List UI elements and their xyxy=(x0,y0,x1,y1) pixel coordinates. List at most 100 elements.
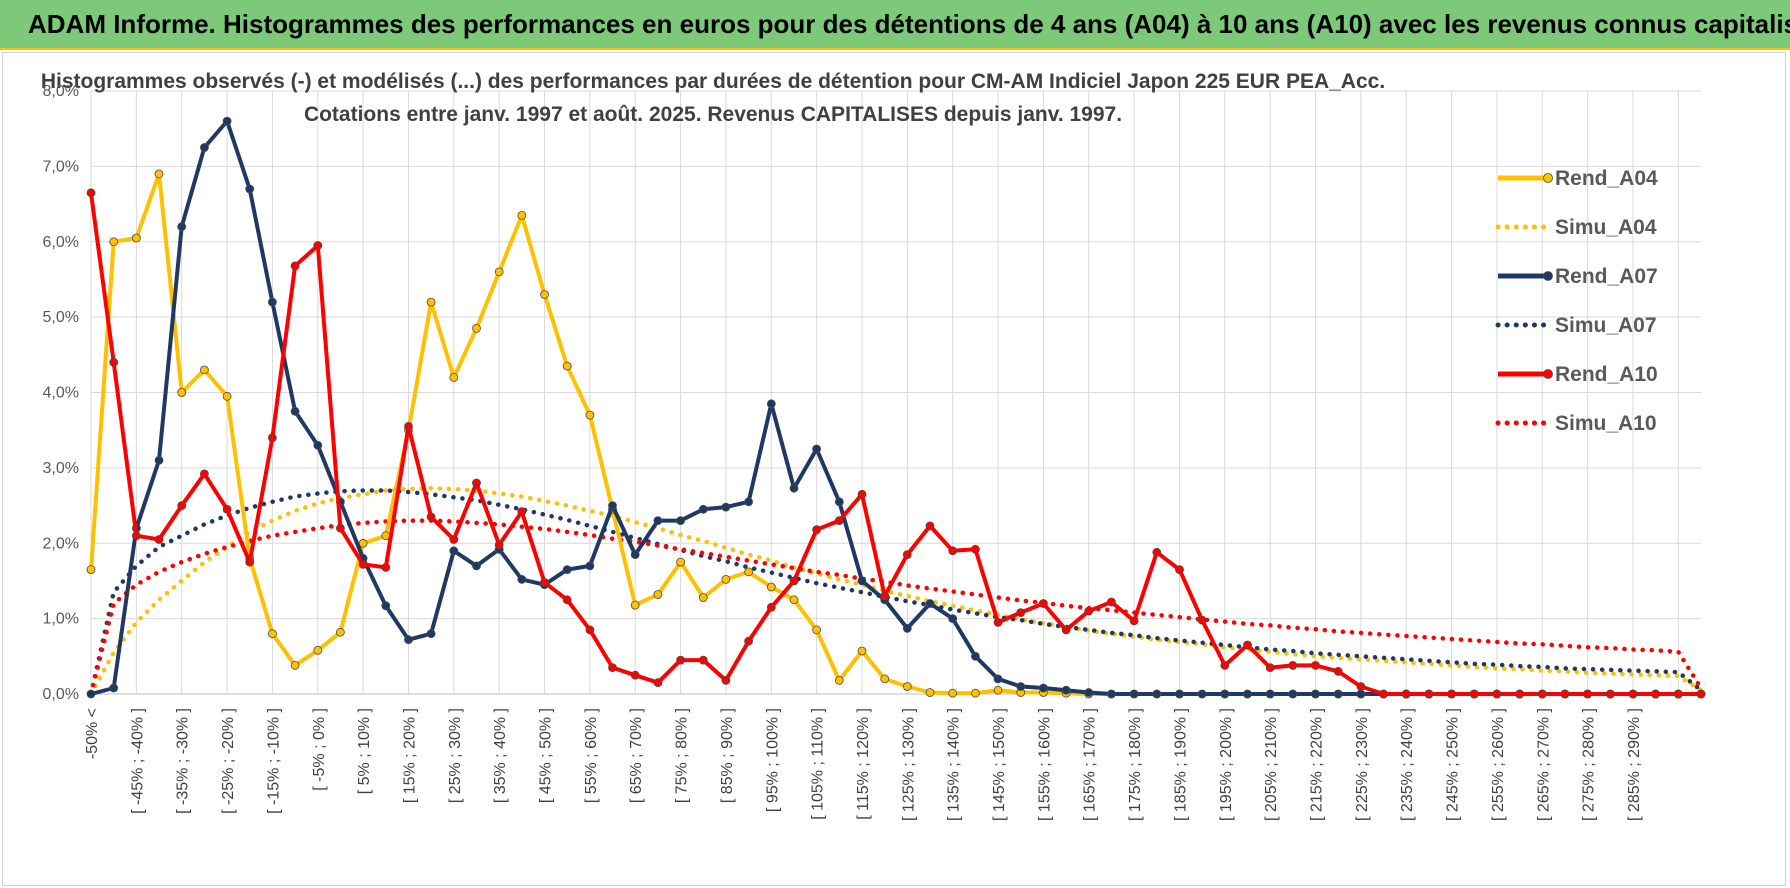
x-tick-label: [ 265% ; 270% ] xyxy=(1535,708,1552,821)
data-point-Rend_A10 xyxy=(1537,689,1547,699)
legend-marker xyxy=(1543,369,1553,379)
data-point-Rend_A10 xyxy=(1379,689,1388,699)
series-Rend_A10 xyxy=(86,188,1706,699)
legend-item-Simu_A07: Simu_A07 xyxy=(1495,314,1657,337)
data-point-Rend_A10 xyxy=(1356,682,1366,691)
data-point-Rend_A10 xyxy=(1673,689,1683,699)
data-point-Rend_A10 xyxy=(744,636,753,646)
data-point-Rend_A10 xyxy=(358,559,368,569)
y-tick-label: 5,0% xyxy=(43,309,79,326)
data-point-Rend_A04 xyxy=(744,567,753,577)
data-point-Rend_A04 xyxy=(494,267,504,277)
data-point-Rend_A04 xyxy=(222,391,232,401)
y-tick-label: 4,0% xyxy=(43,385,79,402)
data-point-Rend_A10 xyxy=(335,523,345,533)
data-point-Rend_A10 xyxy=(540,578,549,587)
data-point-Rend_A10 xyxy=(630,670,640,680)
legend-item-Rend_A04: Rend_A04 xyxy=(1498,167,1658,190)
data-point-Rend_A07 xyxy=(222,116,232,126)
data-point-Rend_A04 xyxy=(993,685,1003,695)
series-line-Simu_A07 xyxy=(88,488,1704,697)
data-point-Rend_A07 xyxy=(902,624,912,633)
data-point-Rend_A10 xyxy=(1401,689,1411,699)
y-tick-label: 8,0% xyxy=(43,83,79,100)
data-point-Rend_A07 xyxy=(608,501,617,511)
data-point-Rend_A04 xyxy=(540,290,549,299)
x-tick-label: [ 205% ; 210% ] xyxy=(1263,708,1280,821)
data-point-Rend_A07 xyxy=(676,516,685,526)
y-tick-label: 0,0% xyxy=(43,686,79,703)
x-tick-label: [ 235% ; 240% ] xyxy=(1399,708,1416,821)
data-point-Rend_A10 xyxy=(1129,616,1139,626)
data-point-Rend_A10 xyxy=(1220,661,1230,670)
x-tick-label: [ 15% ; 20% ] xyxy=(401,708,418,803)
data-point-Rend_A07 xyxy=(1084,688,1094,697)
x-tick-label: [ 275% ; 280% ] xyxy=(1581,708,1598,821)
data-point-Rend_A07 xyxy=(698,504,708,514)
legend-item-Simu_A10: Simu_A10 xyxy=(1495,412,1657,435)
data-point-Rend_A04 xyxy=(630,600,640,610)
x-tick-label: [ 85% ; 90% ] xyxy=(719,708,736,803)
data-point-Rend_A04 xyxy=(109,237,119,247)
data-point-Rend_A10 xyxy=(1016,608,1026,617)
y-tick-label: 6,0% xyxy=(43,234,79,251)
data-point-Rend_A07 xyxy=(630,550,640,560)
data-point-Rend_A10 xyxy=(1696,689,1706,699)
data-point-Rend_A04 xyxy=(199,365,209,375)
legend-label: Simu_A07 xyxy=(1555,314,1657,337)
data-point-Rend_A10 xyxy=(1333,667,1343,676)
data-point-Rend_A10 xyxy=(812,525,821,535)
data-point-Rend_A07 xyxy=(812,444,821,454)
data-point-Rend_A04 xyxy=(177,388,187,397)
data-point-Rend_A07 xyxy=(199,143,209,152)
data-point-Rend_A10 xyxy=(1583,689,1592,699)
data-point-Rend_A04 xyxy=(154,169,164,179)
data-point-Rend_A04 xyxy=(766,582,776,592)
data-point-Rend_A10 xyxy=(925,521,935,531)
y-tick-label: 7,0% xyxy=(43,158,79,175)
data-point-Rend_A07 xyxy=(449,546,459,556)
legend-marker xyxy=(1543,271,1553,281)
x-tick-label: [ 135% ; 140% ] xyxy=(946,708,963,821)
data-point-Rend_A04 xyxy=(131,233,141,243)
data-point-Rend_A07 xyxy=(925,599,935,608)
x-axis: -50% < [ -45% ; -40% ] [ -35% ; -30% ] [ -2… xyxy=(84,693,1701,821)
legend: Rend_A04 Simu_A04 Rend_A07 Simu_A07 Rend_A10… xyxy=(1495,167,1658,435)
data-point-Rend_A04 xyxy=(834,676,844,685)
data-point-Rend_A10 xyxy=(313,241,323,250)
data-point-Rend_A07 xyxy=(1016,682,1026,691)
x-tick-label: [ -35% ; -30% ] xyxy=(175,708,192,814)
series-Simu_A04 xyxy=(88,485,1704,697)
data-point-Rend_A10 xyxy=(1039,599,1048,608)
data-point-Rend_A10 xyxy=(222,504,232,514)
data-point-Rend_A10 xyxy=(698,655,708,665)
chart-title-line-2: Cotations entre janv. 1997 et août. 2025… xyxy=(304,103,1122,126)
report-title: ADAM Informe. Histogrammes des performan… xyxy=(28,9,1790,39)
data-point-Rend_A07 xyxy=(834,497,844,507)
data-point-Rend_A04 xyxy=(585,410,595,420)
data-point-Rend_A04 xyxy=(698,593,708,602)
data-point-Rend_A10 xyxy=(766,602,776,612)
x-tick-label: [ 45% ; 50% ] xyxy=(538,708,555,803)
data-point-Rend_A07 xyxy=(290,406,300,416)
data-point-Rend_A10 xyxy=(902,550,912,560)
data-point-Rend_A04 xyxy=(472,323,481,333)
data-point-Rend_A10 xyxy=(1084,606,1094,616)
x-tick-label: -50% < xyxy=(84,708,101,759)
x-tick-label: [ 195% ; 200% ] xyxy=(1218,708,1235,821)
data-point-Rend_A07 xyxy=(789,483,799,493)
data-point-Rend_A07 xyxy=(1356,689,1366,699)
legend-marker xyxy=(1543,173,1553,183)
data-point-Rend_A10 xyxy=(993,618,1003,627)
data-point-Rend_A07 xyxy=(1265,689,1275,699)
x-tick-label: [ 5% ; 10% ] xyxy=(356,708,373,794)
data-point-Rend_A10 xyxy=(177,501,187,511)
data-point-Rend_A07 xyxy=(721,502,731,512)
data-point-Rend_A04 xyxy=(449,372,459,382)
data-point-Rend_A10 xyxy=(1560,689,1570,699)
data-point-Rend_A04 xyxy=(971,688,980,698)
data-point-Rend_A07 xyxy=(426,629,436,639)
data-point-Rend_A10 xyxy=(1311,661,1320,670)
data-point-Rend_A07 xyxy=(1152,689,1162,699)
x-tick-label: [ 285% ; 290% ] xyxy=(1626,708,1643,821)
